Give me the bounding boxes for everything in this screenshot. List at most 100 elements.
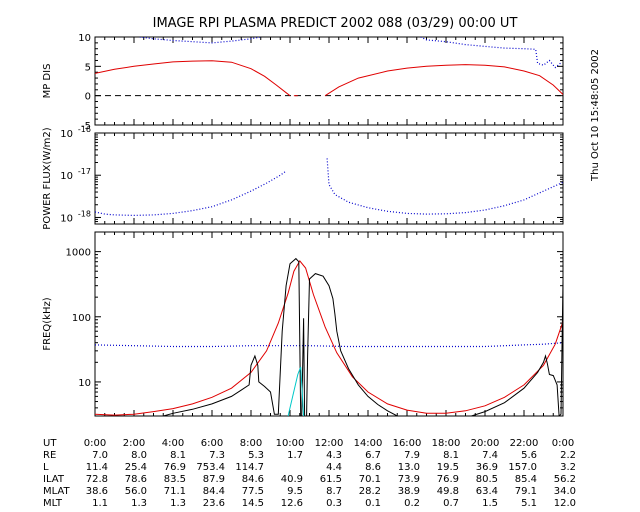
table-cell: 83.5 bbox=[164, 474, 186, 485]
y-tick-exponent: -16 bbox=[78, 125, 91, 134]
table-cell: 7.9 bbox=[404, 450, 420, 461]
table-cell: 5.3 bbox=[248, 450, 264, 461]
blue-series-line bbox=[420, 37, 562, 69]
x-tick-label: 20:00 bbox=[471, 438, 500, 449]
table-cell: 38.9 bbox=[398, 486, 420, 497]
table-cell: 1.3 bbox=[131, 498, 147, 509]
table-row-label: UT bbox=[43, 438, 57, 449]
panel-frame bbox=[94, 36, 564, 126]
chart-title: IMAGE RPI PLASMA PREDICT 2002 088 (03/29… bbox=[153, 16, 518, 31]
table-row-label: L bbox=[43, 462, 49, 473]
table-cell: 9.5 bbox=[287, 486, 303, 497]
table-cell: 114.7 bbox=[235, 462, 264, 473]
panel-frame bbox=[94, 132, 564, 225]
y-tick-label: 100 bbox=[72, 313, 91, 324]
y-tick-label: 10 bbox=[60, 129, 73, 140]
table-cell: 1.5 bbox=[482, 498, 498, 509]
x-axis: 0:00 2:00 4:00 6:00 8:00 10:00 12:00 14:00 16:00… bbox=[84, 438, 574, 449]
table-cell: 8.1 bbox=[443, 450, 459, 461]
y-tick-exponent: -18 bbox=[78, 209, 91, 218]
table-cell: 34.0 bbox=[554, 486, 576, 497]
table-cell: 1.3 bbox=[170, 498, 186, 509]
red-series-line bbox=[95, 260, 563, 416]
table-cell: 76.9 bbox=[437, 474, 459, 485]
table-cell: 71.1 bbox=[164, 486, 186, 497]
x-tick-label: 2:00 bbox=[123, 438, 145, 449]
table-row-label: ILAT bbox=[43, 474, 65, 485]
blue-series-line bbox=[95, 170, 287, 217]
table-cell: 0.3 bbox=[326, 498, 342, 509]
table-cell: 77.5 bbox=[242, 486, 264, 497]
table-cell: 7.4 bbox=[482, 450, 498, 461]
x-tick-label: 4:00 bbox=[162, 438, 184, 449]
series-group bbox=[95, 257, 563, 416]
black-series-line bbox=[163, 257, 302, 416]
x-tick-label: 22:00 bbox=[510, 438, 539, 449]
series-group bbox=[95, 37, 563, 97]
table-cell: 78.6 bbox=[125, 474, 147, 485]
table-cell: 79.1 bbox=[515, 486, 537, 497]
y-tick-label: 10 bbox=[60, 213, 73, 224]
y-tick-label: 10 bbox=[78, 378, 91, 389]
table-cell: 4.4 bbox=[326, 462, 342, 473]
table-cell: 8.1 bbox=[170, 450, 186, 461]
table-cell: 8.6 bbox=[365, 462, 381, 473]
table-cell: 76.9 bbox=[164, 462, 186, 473]
table-cell: 87.9 bbox=[203, 474, 225, 485]
table-row-label: MLAT bbox=[43, 486, 70, 497]
table-cell: 0.1 bbox=[365, 498, 381, 509]
table-cell: 84.4 bbox=[203, 486, 225, 497]
table-cell: 56.0 bbox=[125, 486, 147, 497]
panel-2: 10 -18 10 -17 10 -16 POWER FLUX(W/m2) bbox=[42, 125, 564, 230]
black-series-line bbox=[301, 318, 306, 416]
y-tick-label: 5 bbox=[85, 62, 91, 73]
table-cell: 11.4 bbox=[86, 462, 108, 473]
table-cell: 7.3 bbox=[209, 450, 225, 461]
timestamp: Thu Oct 10 15:48:05 2002 bbox=[590, 49, 601, 182]
table-cell: 0.2 bbox=[404, 498, 420, 509]
table-cell: 8.0 bbox=[131, 450, 147, 461]
table-cell: 25.4 bbox=[125, 462, 147, 473]
series-group bbox=[95, 158, 563, 217]
table-cell: 1.1 bbox=[92, 498, 108, 509]
y-tick-label: 0 bbox=[85, 92, 91, 103]
table-cell: 12.0 bbox=[554, 498, 576, 509]
table-cell: 28.2 bbox=[359, 486, 381, 497]
x-tick-label: 0:00 bbox=[552, 438, 574, 449]
black-series-line bbox=[306, 273, 398, 416]
table-cell: 19.5 bbox=[437, 462, 459, 473]
table-cell: 49.8 bbox=[437, 486, 459, 497]
table-cell: 753.4 bbox=[196, 462, 225, 473]
y-tick-label: 10 bbox=[78, 33, 91, 44]
red-series-line bbox=[324, 64, 563, 97]
table-cell: 13.0 bbox=[398, 462, 420, 473]
y-axis-label: POWER FLUX(W/m2) bbox=[42, 127, 53, 229]
table-cell: 3.2 bbox=[560, 462, 576, 473]
table-cell: 61.5 bbox=[320, 474, 342, 485]
table-cell: 5.6 bbox=[521, 450, 537, 461]
table-cell: 72.8 bbox=[86, 474, 108, 485]
plot-panels: -5 0 5 10 MP DIS 10 -18 10 -17 10 -16 POWER FLUX(W/… bbox=[42, 33, 564, 417]
table-cell: 84.6 bbox=[242, 474, 264, 485]
table-cell: 56.2 bbox=[554, 474, 576, 485]
table-cell: 1.7 bbox=[287, 450, 303, 461]
x-tick-label: 6:00 bbox=[201, 438, 223, 449]
table-cell: 4.3 bbox=[326, 450, 342, 461]
y-tick-label: 10 bbox=[60, 171, 73, 182]
table-cell: 40.9 bbox=[281, 474, 303, 485]
x-tick-label: 12:00 bbox=[315, 438, 344, 449]
table-cell: 85.4 bbox=[515, 474, 537, 485]
blue-series-line bbox=[139, 37, 261, 44]
table-cell: 63.4 bbox=[476, 486, 498, 497]
panel-frame bbox=[94, 231, 564, 417]
panel-1: -5 0 5 10 MP DIS bbox=[42, 33, 564, 132]
table-cell: 70.1 bbox=[359, 474, 381, 485]
x-tick-label: 14:00 bbox=[354, 438, 383, 449]
y-tick-label: -5 bbox=[81, 121, 91, 132]
table-cell: 2.2 bbox=[560, 450, 576, 461]
y-tick-exponent: -17 bbox=[78, 167, 91, 176]
panel-3: 10 100 1000 FREQ(kHz) bbox=[42, 231, 564, 417]
table-cell: 157.0 bbox=[508, 462, 537, 473]
